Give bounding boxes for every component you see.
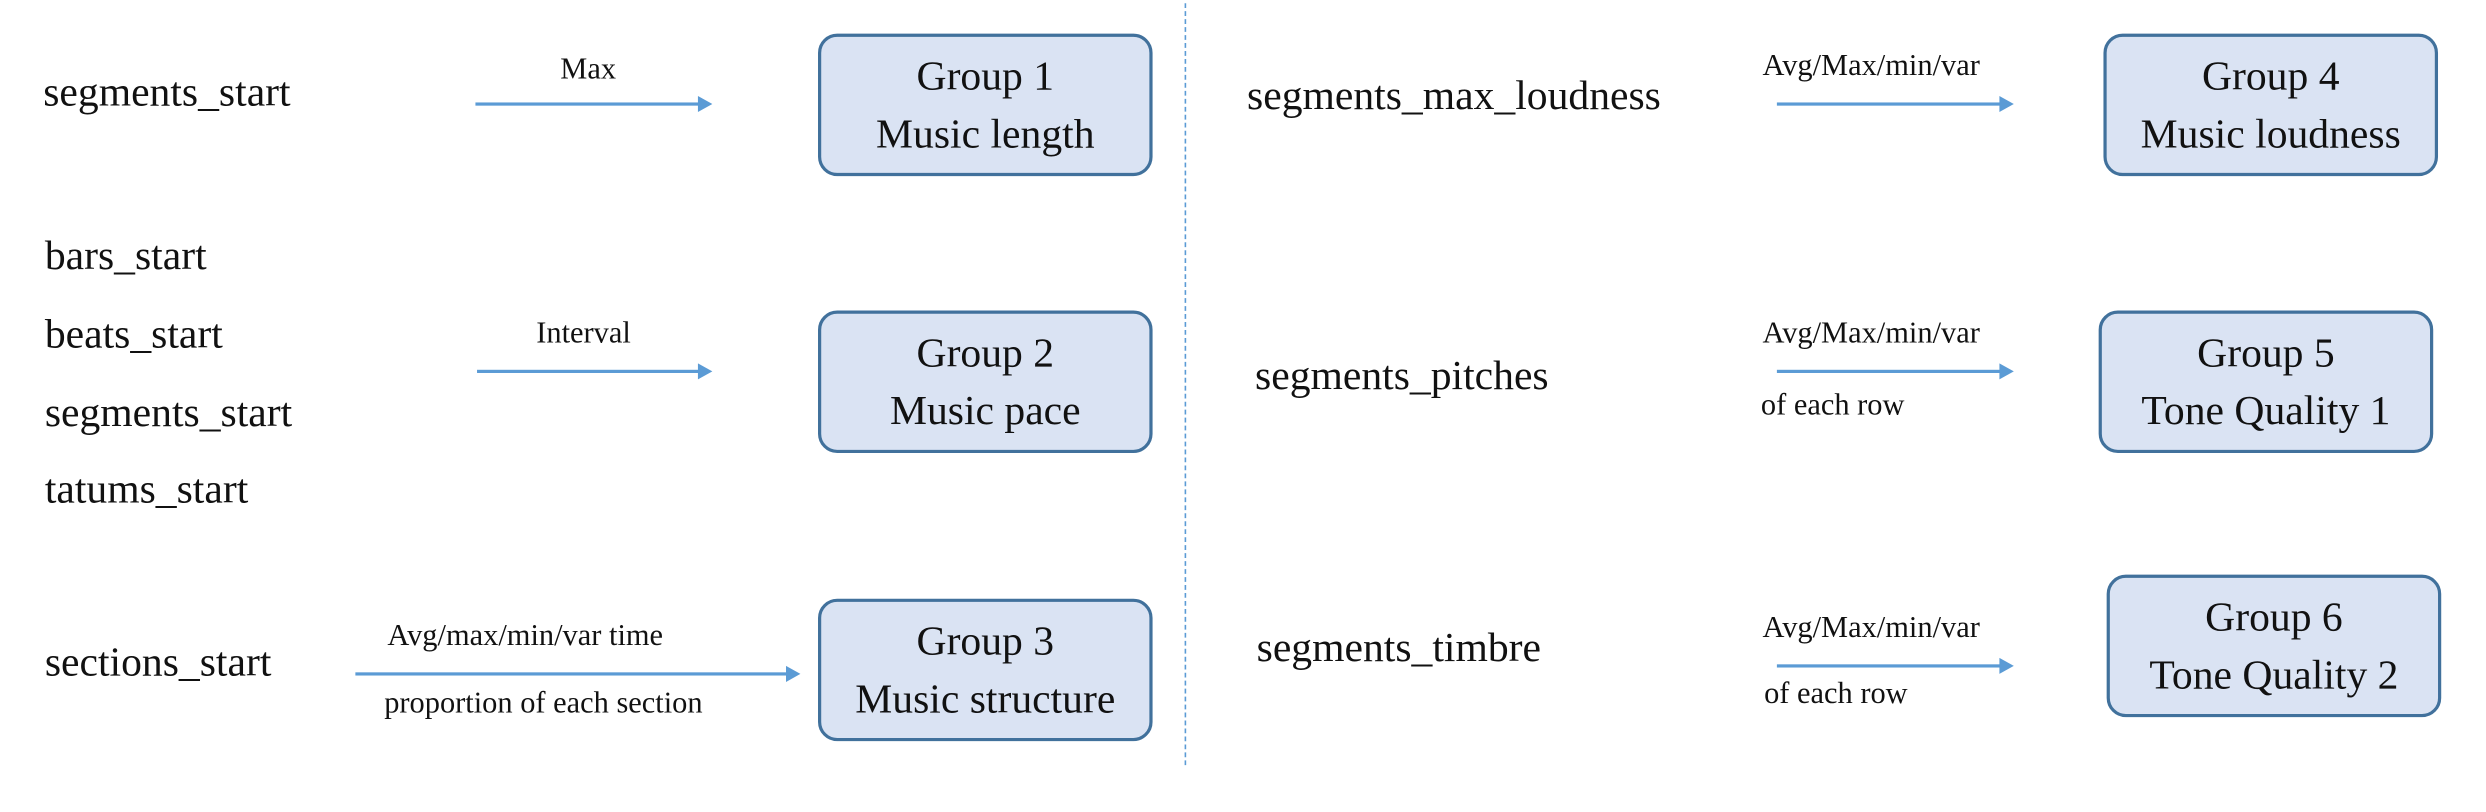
column-divider bbox=[1184, 3, 1187, 766]
operation-label-section-proportion: proportion of each section bbox=[384, 686, 703, 721]
operation-label-timbre-rows: of each row bbox=[1764, 677, 1908, 711]
arrow-to-group-4 bbox=[1776, 96, 2014, 113]
arrow-to-group-2 bbox=[477, 363, 713, 380]
operation-label-max: Max bbox=[560, 52, 617, 87]
group-4-title: Group 4 bbox=[2201, 52, 2340, 99]
group-4-box: Group 4 Music loudness bbox=[2103, 33, 2439, 177]
operation-label-timbre-stats: Avg/Max/min/var bbox=[1762, 611, 1980, 646]
feature-beats-start: beats_start bbox=[44, 310, 223, 357]
group-4-subtitle: Music loudness bbox=[2140, 109, 2401, 157]
feature-segments-start-1: segments_start bbox=[43, 68, 291, 116]
group-5-subtitle: Tone Quality 1 bbox=[2141, 386, 2391, 434]
feature-bars-start: bars_start bbox=[44, 232, 207, 279]
feature-segments-start-2: segments_start bbox=[44, 388, 293, 436]
operation-label-loudness-stats: Avg/Max/min/var bbox=[1762, 49, 1980, 84]
operation-label-pitch-stats: Avg/Max/min/var bbox=[1762, 316, 1980, 351]
group-1-box: Group 1 Music length bbox=[818, 33, 1153, 177]
arrow-to-group-3 bbox=[355, 665, 801, 682]
feature-segments-max-loudness: segments_max_loudness bbox=[1247, 72, 1661, 119]
group-3-title: Group 3 bbox=[916, 617, 1055, 664]
group-5-title: Group 5 bbox=[2197, 328, 2335, 376]
group-6-box: Group 6 Tone Quality 2 bbox=[2106, 574, 2442, 718]
feature-segments-timbre: segments_timbre bbox=[1256, 624, 1541, 671]
group-6-subtitle: Tone Quality 2 bbox=[2149, 650, 2399, 698]
feature-sections-start: sections_start bbox=[44, 638, 272, 686]
arrow-to-group-5 bbox=[1776, 363, 2014, 380]
group-1-subtitle: Music length bbox=[876, 109, 1095, 157]
operation-label-pitch-rows: of each row bbox=[1760, 388, 1905, 423]
feature-segments-pitches: segments_pitches bbox=[1255, 352, 1549, 399]
group-2-title: Group 2 bbox=[916, 328, 1055, 376]
arrow-to-group-1 bbox=[475, 96, 713, 113]
arrow-to-group-6 bbox=[1776, 657, 2014, 674]
group-2-box: Group 2 Music pace bbox=[818, 310, 1153, 454]
group-3-box: Group 3 Music structure bbox=[818, 598, 1153, 742]
feature-tatums-start: tatums_start bbox=[44, 465, 249, 513]
operation-label-interval: Interval bbox=[536, 316, 631, 351]
operation-label-section-stats: Avg/max/min/var time bbox=[387, 619, 664, 654]
group-3-subtitle: Music structure bbox=[855, 674, 1116, 722]
group-2-subtitle: Music pace bbox=[889, 386, 1081, 434]
group-1-title: Group 1 bbox=[916, 52, 1055, 99]
group-6-title: Group 6 bbox=[2205, 593, 2343, 640]
group-5-box: Group 5 Tone Quality 1 bbox=[2098, 310, 2434, 454]
